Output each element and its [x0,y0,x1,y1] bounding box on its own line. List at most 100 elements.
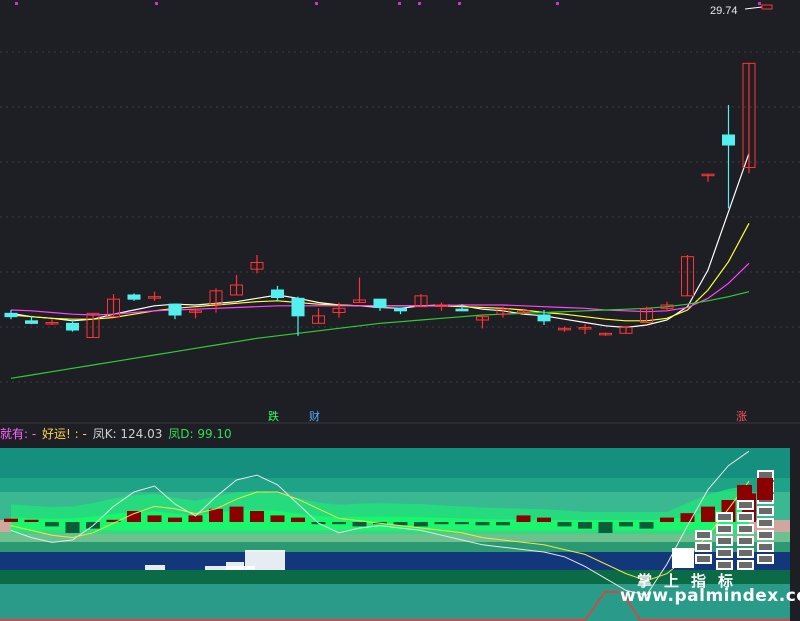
candle-body [127,294,141,300]
signal-fall: 跌 [268,410,279,423]
candle-body [701,173,715,177]
candle [291,296,305,336]
candle [66,321,79,332]
candle [373,298,387,311]
power-block-inner [718,514,731,520]
signal-rise: 涨 [736,410,747,423]
candle [701,173,715,182]
indicator-band [0,584,790,621]
candle [209,288,223,313]
indicator-bar [578,522,592,529]
legend-d: 凤D: 99.10 [168,427,232,441]
candle [640,306,653,323]
candle-body [250,262,264,270]
candle [517,310,530,315]
candle [722,105,735,209]
candle-body [66,322,79,331]
indicator-bar [209,508,223,522]
power-block-inner [759,508,772,514]
candle [107,294,120,318]
candle [435,302,448,311]
indicator-bar [147,515,162,522]
candle [45,319,59,325]
legend-luck: 好运! : - [42,427,87,441]
indicator-bar [434,522,449,525]
candle-body [168,303,182,316]
indicator-bar [680,513,695,522]
power-block-inner [759,520,772,526]
indicator-bar [291,517,305,522]
price-marker [744,4,773,10]
top-marker [155,2,158,5]
candle [619,325,633,334]
indicator-bar [229,506,244,522]
candle-body [209,290,223,305]
candles [4,62,756,339]
candle [537,310,551,325]
power-block-inner [759,532,772,538]
price-label: 29.74 [710,5,738,17]
indicator-bar [24,519,39,522]
price-marker-box [761,4,773,10]
candle [250,255,264,274]
candle-body [599,332,612,336]
candle [681,255,694,297]
indicator-bar [660,517,674,522]
top-marker [458,2,461,5]
top-marker [398,2,401,5]
watermark-url: www.palmindex.com [620,586,800,606]
candle-body [435,304,448,307]
power-block-inner [759,544,772,550]
indicator-bar [106,519,121,522]
candle [578,324,592,335]
price-marker-line [744,6,763,10]
top-marker [556,2,559,5]
power-block-inner [739,514,752,520]
indicator-bar [516,515,531,522]
candle-body [660,304,674,309]
power-block-inner [718,526,731,532]
candle-body [496,308,510,315]
candle [599,332,612,336]
candle-body [271,289,284,298]
indicator-bar [393,522,408,526]
power-block-inner [697,544,710,550]
candle-body [230,284,243,296]
candle-body [86,312,100,339]
power-top-red [737,485,752,500]
indicator-band [0,542,790,552]
indicator-band [0,448,790,478]
candle [189,308,202,319]
power-block-inner [739,502,752,508]
indicator-band [0,478,790,492]
candle-body [558,327,571,331]
top-markers [15,2,761,5]
volume-block [245,550,285,570]
candle [86,312,100,339]
indicator-bar [619,522,633,527]
candle [25,315,38,325]
candle-body [291,297,305,317]
indicator-bar [475,522,490,526]
candle-body [476,316,489,321]
indicator-bar [352,522,367,527]
indicator-band [0,570,790,584]
candle [148,291,161,301]
indicator-bar [537,517,551,522]
candle-body [517,310,530,313]
candle-body [312,315,325,324]
candle-body [722,134,735,146]
indicator-bar [270,515,285,522]
candle [455,304,469,312]
power-block-inner [718,538,731,544]
power-block-inner [759,556,772,562]
indicator-bar [127,511,141,522]
candle [414,294,428,308]
indicator-bar [414,522,428,527]
candle-body [578,327,592,330]
candle [394,307,407,315]
candle-body [332,307,346,314]
indicator-bar [701,506,715,522]
indicator-panel [0,448,790,621]
